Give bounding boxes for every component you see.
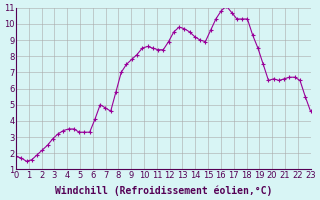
X-axis label: Windchill (Refroidissement éolien,°C): Windchill (Refroidissement éolien,°C) xyxy=(55,185,272,196)
